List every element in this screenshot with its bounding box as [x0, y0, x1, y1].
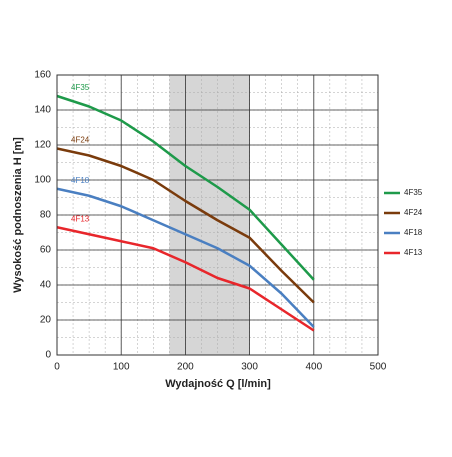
y-tick-label: 140	[34, 105, 51, 116]
series-line	[56, 187, 315, 328]
y-tick-label: 160	[34, 70, 51, 81]
curve-label: 4F18	[71, 176, 90, 185]
x-axis-title: Wydajność Q [l/min]	[165, 378, 271, 390]
x-tick-label: 400	[305, 362, 322, 373]
x-tick-label: 200	[177, 362, 194, 373]
plot-frame	[56, 74, 379, 356]
curve-label: 4F13	[71, 214, 90, 223]
legend-label: 4F13	[404, 248, 423, 257]
curve-label: 4F35	[71, 83, 90, 92]
legend-label: 4F18	[404, 228, 423, 237]
series-line	[56, 147, 315, 304]
series-line	[56, 94, 315, 281]
x-tick-label: 300	[241, 362, 258, 373]
x-tick-label: 0	[54, 362, 60, 373]
legend-label: 4F24	[404, 208, 423, 217]
y-tick-label: 0	[45, 350, 51, 361]
y-tick-label: 20	[40, 315, 52, 326]
y-tick-label: 120	[34, 140, 51, 151]
y-axis-title: Wysokość podnoszenia H [m]	[12, 137, 24, 293]
x-tick-label: 100	[113, 362, 130, 373]
y-tick-label: 100	[34, 175, 51, 186]
y-tick-label: 40	[40, 280, 52, 291]
series-line	[56, 226, 315, 332]
y-tick-label: 60	[40, 245, 52, 256]
curve-label: 4F24	[71, 136, 90, 145]
y-tick-label: 80	[40, 210, 52, 221]
x-tick-label: 500	[370, 362, 387, 373]
legend-label: 4F35	[404, 188, 423, 197]
